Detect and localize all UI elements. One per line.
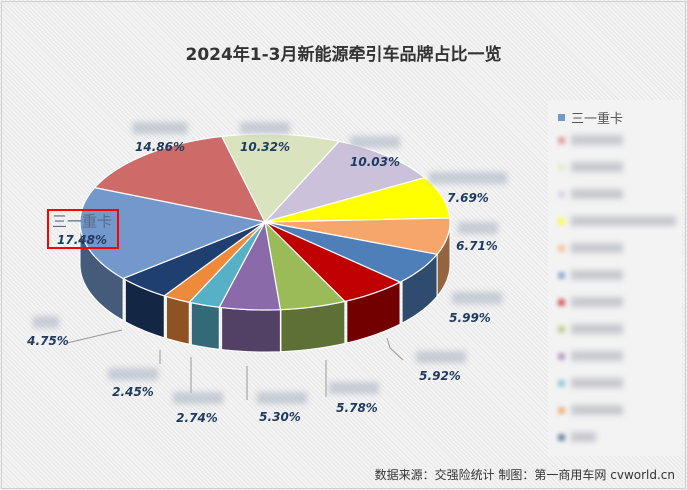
value-label: 6.71% xyxy=(456,239,498,253)
value-label: 17.48% xyxy=(57,233,107,247)
redacted-name-label xyxy=(329,382,379,394)
redacted-name-label xyxy=(132,122,188,134)
redacted-name-label xyxy=(108,368,158,380)
value-label: 10.32% xyxy=(240,140,290,154)
value-label: 4.75% xyxy=(27,334,69,348)
legend-item xyxy=(558,216,676,226)
pie-slice-1[interactable] xyxy=(93,135,267,223)
legend-item xyxy=(558,378,623,388)
legend-item xyxy=(558,162,623,172)
redacted-name-label xyxy=(33,316,59,328)
pie-slice-0[interactable] xyxy=(79,186,268,280)
pie-slice-10[interactable] xyxy=(188,221,266,308)
legend-swatch xyxy=(558,136,565,144)
legend-item xyxy=(558,189,623,199)
value-label: 5.78% xyxy=(336,401,378,415)
redacted-name-label xyxy=(350,136,400,148)
redacted-legend-label xyxy=(571,270,623,280)
legend-swatch xyxy=(558,163,565,171)
slice-side-10 xyxy=(190,302,220,350)
redacted-name-label xyxy=(429,172,507,184)
legend-swatch xyxy=(558,217,565,225)
leader-line xyxy=(386,337,404,361)
redacted-legend-label xyxy=(571,405,623,415)
legend: 三一重卡 xyxy=(548,100,682,456)
redacted-name-label xyxy=(173,392,223,404)
redacted-legend-label xyxy=(571,351,623,361)
legend-swatch xyxy=(558,325,565,333)
legend-item xyxy=(558,297,623,307)
value-label: 2.45% xyxy=(112,385,154,399)
pie-slice-7[interactable] xyxy=(264,221,402,303)
redacted-name-label xyxy=(240,122,290,134)
redacted-legend-label xyxy=(571,189,623,199)
value-label: 2.74% xyxy=(176,411,218,425)
pie-slice-9[interactable] xyxy=(218,220,282,311)
legend-item xyxy=(558,270,623,280)
redacted-name-label xyxy=(452,292,502,304)
redacted-legend-label xyxy=(571,378,623,388)
legend-swatch xyxy=(558,352,565,360)
legend-swatch xyxy=(558,433,565,441)
legend-swatch xyxy=(558,298,565,306)
slice-side-11 xyxy=(165,295,190,345)
pie-slice-11[interactable] xyxy=(162,221,266,303)
redacted-name-label xyxy=(416,351,466,363)
legend-swatch xyxy=(558,190,565,198)
slice-side-9 xyxy=(221,306,281,353)
redacted-legend-label xyxy=(571,432,596,442)
pie-slice-2[interactable] xyxy=(220,133,341,224)
legend-item xyxy=(558,243,623,253)
highlight-box xyxy=(47,209,119,249)
legend-swatch xyxy=(558,271,565,279)
redacted-name-label xyxy=(458,222,498,234)
legend-swatch xyxy=(558,114,565,121)
redacted-legend-label xyxy=(571,162,623,172)
legend-swatch xyxy=(558,406,565,414)
slice-name-label: 三一重卡 xyxy=(51,212,113,231)
chart-title: 2024年1-3月新能源牵引车品牌占比一览 xyxy=(185,45,502,65)
value-label: 5.92% xyxy=(419,369,461,383)
legend-label: 三一重卡 xyxy=(571,112,624,127)
redacted-legend-label xyxy=(571,297,623,307)
value-label: 10.03% xyxy=(350,155,400,169)
redacted-legend-label xyxy=(571,243,623,253)
value-label: 5.99% xyxy=(449,311,491,325)
legend-item xyxy=(558,135,623,145)
pie-slice-12[interactable] xyxy=(121,221,266,297)
value-label: 14.86% xyxy=(135,140,185,154)
pie-slice-8[interactable] xyxy=(264,220,347,311)
leader-line xyxy=(66,329,123,344)
pie-slice-5[interactable] xyxy=(264,217,451,255)
legend-item xyxy=(558,432,596,442)
redacted-legend-label xyxy=(571,135,623,145)
source-note: 数据来源：交强险统计 制图：第一商用车网 cvworld.cn xyxy=(374,468,675,482)
legend-swatch xyxy=(558,244,565,252)
redacted-legend-label xyxy=(571,324,623,334)
legend-swatch xyxy=(558,379,565,387)
legend-item xyxy=(558,324,623,334)
legend-item xyxy=(558,351,623,361)
legend-item xyxy=(558,405,623,415)
pie-slice-6[interactable] xyxy=(264,221,439,283)
legend-item: 三一重卡 xyxy=(558,108,623,127)
redacted-legend-label xyxy=(571,216,676,226)
value-label: 7.69% xyxy=(447,191,489,205)
value-label: 5.30% xyxy=(259,410,301,424)
redacted-name-label xyxy=(257,392,307,404)
